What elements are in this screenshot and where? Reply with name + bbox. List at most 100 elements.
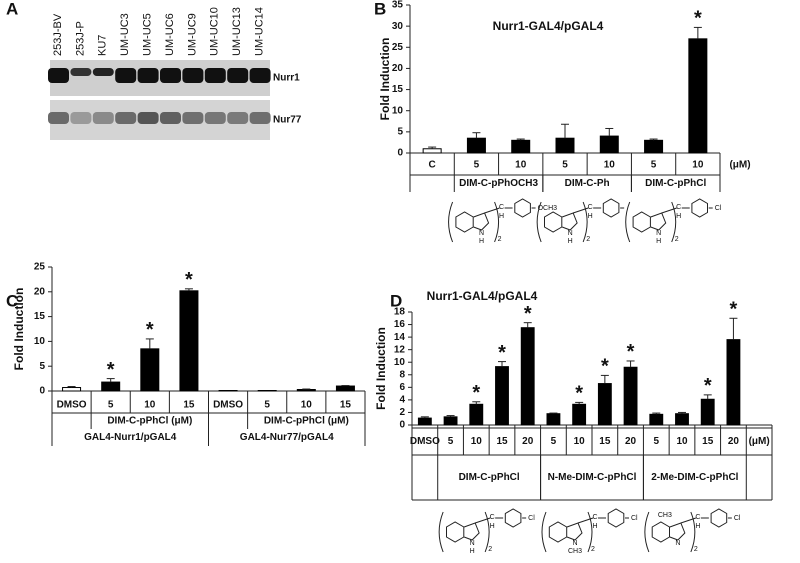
band: [227, 112, 249, 124]
y-axis-label: Fold Induction: [378, 38, 392, 121]
structure-label: Cl: [528, 515, 535, 522]
bar: [417, 417, 432, 426]
x-tick-label: 10: [604, 160, 616, 171]
error-bar: [498, 361, 506, 367]
band: [204, 68, 226, 83]
significance-mark: *: [524, 303, 532, 325]
y-tick-label: 8: [399, 369, 405, 380]
bracket: [541, 511, 547, 553]
y-tick-label: 6: [399, 382, 405, 393]
structure-label: 2: [591, 546, 595, 553]
structure-label: C: [695, 514, 700, 521]
y-tick-label: 10: [392, 105, 404, 116]
structure-label: H: [656, 238, 661, 245]
significance-mark: *: [498, 342, 506, 364]
bar: [443, 416, 458, 426]
structure-label: H: [592, 523, 597, 530]
ring: [463, 522, 480, 541]
panel-label: C: [6, 291, 18, 310]
error-bar: [516, 138, 525, 141]
x-tick-label: 5: [651, 160, 657, 171]
error-bar: [145, 338, 154, 349]
structure-label: 2: [694, 546, 698, 553]
x-tick-label: DMSO: [410, 436, 440, 447]
bar: [335, 385, 355, 392]
ring: [544, 211, 563, 233]
ring: [607, 508, 625, 528]
bracket: [690, 511, 696, 553]
band: [48, 112, 69, 124]
bar: [495, 366, 509, 426]
x-tick-label: 10: [692, 160, 704, 171]
y-tick-label: 5: [397, 126, 403, 137]
structure-label: Cl: [715, 205, 722, 212]
ring: [504, 508, 522, 528]
bracket: [582, 201, 588, 243]
lane-label: UM-UC5: [142, 13, 154, 56]
y-tick-label: 18: [394, 307, 406, 318]
y-tick-label: 20: [34, 286, 46, 297]
structure-label: C: [490, 514, 495, 521]
error-bar: [693, 26, 702, 39]
error-bar: [428, 146, 437, 149]
x-tick-label: C: [429, 160, 436, 171]
bar: [140, 348, 160, 392]
error-bar: [561, 123, 569, 139]
significance-mark: *: [704, 375, 712, 397]
structure-label: H: [470, 548, 475, 555]
y-tick-label: 30: [392, 21, 404, 32]
band: [227, 68, 249, 83]
bar: [466, 137, 486, 154]
x-tick-label: 15: [599, 436, 611, 447]
x-tick-label: 5: [551, 436, 557, 447]
error-bar: [703, 394, 712, 400]
x-tick-label: DMSO: [57, 400, 87, 411]
bond: [680, 517, 697, 524]
ring: [566, 522, 583, 541]
bracket: [587, 511, 593, 553]
bracket: [644, 511, 650, 553]
error-bar: [184, 288, 193, 291]
panel-label: A: [6, 0, 18, 18]
group-label: DIM-C-pPhCl: [645, 178, 706, 189]
error-bar: [472, 401, 481, 405]
ring: [650, 212, 667, 231]
bar: [623, 366, 638, 426]
band: [160, 68, 181, 83]
bar: [649, 413, 664, 426]
bar: [62, 387, 82, 392]
group-label: N-Me-DIM-C-pPhCl: [548, 472, 637, 483]
structure-label: H: [568, 238, 573, 245]
construct-label: GAL4-Nur77/pGAL4: [240, 432, 334, 443]
lane-label: UM-UC9: [186, 13, 198, 56]
band: [249, 68, 271, 83]
group-label: DIM-C-pPhCl (μM): [264, 416, 349, 427]
ring: [561, 212, 578, 231]
band: [182, 112, 204, 124]
x-tick-label: 5: [654, 436, 660, 447]
band: [92, 68, 114, 76]
y-axis-label: Fold Induction: [12, 288, 26, 371]
x-tick-label: 10: [144, 400, 156, 411]
x-tick-label: 5: [562, 160, 568, 171]
y-tick-label: 14: [394, 332, 406, 343]
error-bar: [678, 411, 686, 414]
structure-label: CH3: [568, 548, 582, 555]
structure-label: 2: [498, 236, 502, 243]
bar: [555, 137, 575, 154]
y-tick-label: 25: [34, 262, 46, 273]
ring: [632, 211, 651, 233]
bond: [572, 207, 589, 214]
lane-label: UM-UC10: [209, 7, 221, 56]
error-bar: [600, 374, 609, 384]
y-tick-label: 5: [39, 361, 45, 372]
x-tick-label: 10: [471, 436, 483, 447]
band: [137, 112, 159, 124]
y-tick-label: 20: [392, 63, 404, 74]
bar: [675, 413, 689, 426]
structure-label: C: [592, 514, 597, 521]
structure-label: N: [470, 540, 475, 547]
error-bar: [420, 416, 429, 419]
y-tick-label: 10: [394, 357, 406, 368]
